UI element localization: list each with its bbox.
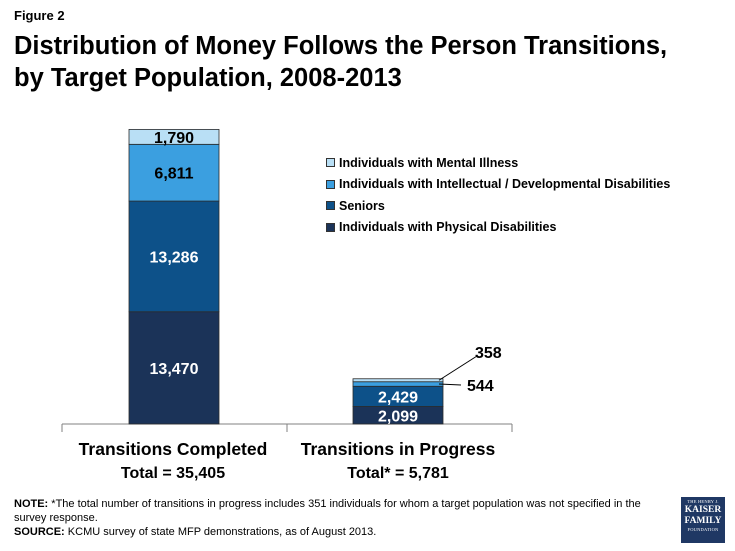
footnote: NOTE: *The total number of transitions i… — [14, 497, 674, 539]
legend-swatch — [326, 222, 335, 232]
data-label-completed-individuals-with-mental-illness: 1,790 — [154, 130, 194, 147]
data-label-completed-individuals-with-intellectual-developmental-disabilities: 6,811 — [154, 166, 193, 183]
legend-item-individuals-with-mental-illness: Individuals with Mental Illness — [326, 152, 670, 174]
source-text: KCMU survey of state MFP demonstrations,… — [64, 526, 377, 538]
category-label-completed: Transitions Completed — [78, 439, 268, 459]
figure-label: Figure 2 — [14, 8, 65, 23]
bar-in-progress-individuals-with-intellectual-developmental-disabilities — [352, 381, 444, 387]
logo-line-1: THE HENRY J. — [687, 499, 719, 504]
category-total-completed: Total = 35,405 — [120, 465, 226, 482]
chart-title: Distribution of Money Follows the Person… — [14, 30, 714, 94]
legend-label: Seniors — [339, 198, 385, 213]
category-in-progress: Transitions in Progress Total* = 5,781 — [278, 439, 518, 483]
data-label-in-progress-individuals-with-mental-illness: 358 — [475, 345, 502, 362]
callout-line-in-progress-individuals-with-mental-illness — [438, 355, 478, 381]
legend-item-individuals-with-intellectual-developmental-disabilities: Individuals with Intellectual / Developm… — [326, 174, 670, 196]
data-label-in-progress-seniors: 2,429 — [378, 389, 418, 406]
chart-title-line-2: by Target Population, 2008-2013 — [14, 64, 402, 92]
legend-label: Individuals with Physical Disabilities — [339, 220, 557, 235]
legend-item-individuals-with-physical-disabilities: Individuals with Physical Disabilities — [326, 217, 670, 239]
callout-line-in-progress-individuals-with-intellectual-developmental-disabilities — [438, 383, 462, 386]
legend-label: Individuals with Mental Illness — [339, 155, 519, 170]
data-label-in-progress-individuals-with-physical-disabilities: 2,099 — [378, 408, 418, 425]
bar-in-progress-individuals-with-mental-illness — [352, 378, 444, 383]
note-label: NOTE: — [14, 498, 49, 510]
chart-title-line-1: Distribution of Money Follows the Person… — [14, 32, 668, 60]
note: NOTE: *The total number of transitions i… — [14, 497, 674, 525]
bar-completed-individuals-with-mental-illness — [128, 128, 220, 145]
data-label-completed-seniors: 13,286 — [150, 249, 199, 266]
category-label-in-progress: Transitions in Progress — [300, 439, 496, 459]
source: SOURCE: KCMU survey of state MFP demonst… — [14, 525, 674, 539]
bar-completed-seniors — [128, 200, 220, 313]
data-label-completed-individuals-with-physical-disabilities: 13,470 — [150, 361, 199, 378]
legend-swatch — [326, 201, 335, 211]
kaiser-logo: THE HENRY J. KAISER FAMILY FOUNDATION — [681, 497, 725, 543]
bar-completed-individuals-with-physical-disabilities — [128, 311, 220, 425]
legend-label: Individuals with Intellectual / Developm… — [339, 177, 671, 192]
category-total-in-progress: Total* = 5,781 — [347, 465, 449, 482]
data-label-in-progress-individuals-with-intellectual-developmental-disabilities: 544 — [467, 378, 494, 395]
logo-line-2: KAISER — [684, 505, 722, 515]
chart-legend: Individuals with Mental Illness Individua… — [326, 152, 670, 238]
source-label: SOURCE: — [14, 526, 65, 538]
legend-swatch — [326, 158, 335, 168]
logo-line-3: FAMILY — [684, 516, 722, 526]
legend-swatch — [326, 179, 335, 189]
legend-item-seniors: Seniors — [326, 195, 670, 217]
category-completed: Transitions Completed Total = 35,405 — [53, 439, 293, 483]
note-text: *The total number of transitions in prog… — [14, 498, 641, 524]
logo-line-4: FOUNDATION — [687, 527, 719, 532]
bar-completed-individuals-with-intellectual-developmental-disabilities — [128, 143, 220, 202]
